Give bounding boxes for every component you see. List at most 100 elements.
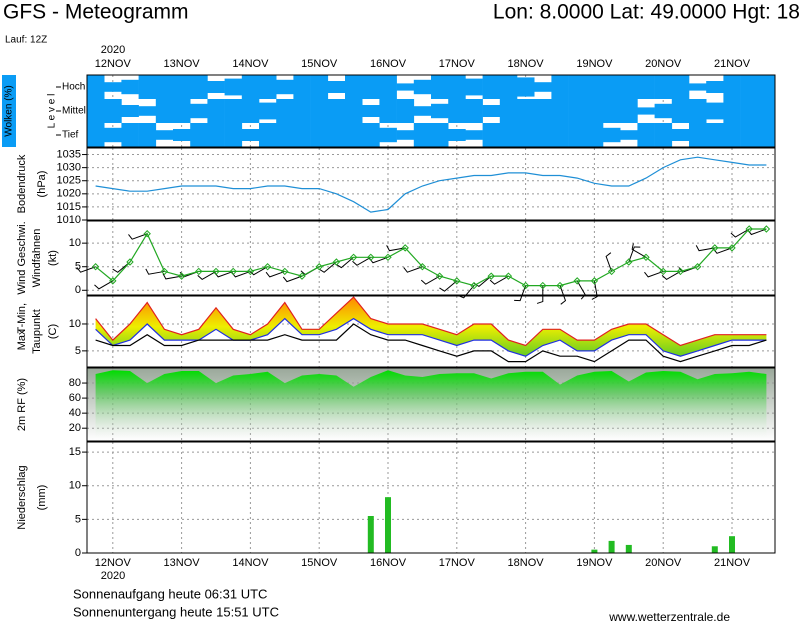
cloud-cell: [259, 75, 277, 99]
wind-barb: [489, 275, 509, 285]
cloud-cell: [207, 123, 225, 147]
cloud-cell: [155, 99, 174, 123]
wind-barb: [386, 245, 406, 252]
cloud-cell: [345, 75, 363, 99]
cloud-cell: [362, 123, 380, 147]
wind-marker: [177, 272, 186, 280]
cloud-cell: [327, 123, 346, 147]
cloud-cell: [190, 75, 208, 99]
x-tick-label: 16NOV: [370, 557, 407, 569]
wind-marker: [642, 253, 650, 262]
wind-barb: [439, 280, 458, 292]
wind-barb: [605, 252, 613, 272]
wind-barb: [145, 268, 165, 275]
cloud-cell: [671, 99, 690, 123]
y-tick-label: 1030: [57, 162, 81, 174]
x-tick-label: 13NOV: [164, 58, 201, 70]
humidity-area: [95, 370, 767, 441]
cloud-cell: [310, 123, 329, 147]
wind-barb: [695, 245, 715, 252]
cloud-cell: [689, 99, 707, 123]
x-tick-label: 19NOV: [576, 58, 613, 70]
cloud-cell: [104, 82, 122, 92]
wind-marker: [332, 258, 341, 266]
cloud-cell: [362, 75, 380, 99]
cloud-cell: [448, 75, 466, 99]
y-label: T-Min,: [16, 303, 28, 334]
panel-frame: [86, 220, 776, 296]
cloud-cell: [585, 99, 604, 123]
x-tick-label: 20NOV: [645, 58, 682, 70]
cloud-cell: [706, 123, 724, 147]
wind-marker: [573, 277, 581, 285]
precip-bar: [608, 540, 615, 553]
year-bottom: 2020: [101, 570, 125, 582]
cloud-cell: [293, 75, 311, 99]
wind-barb: [76, 266, 96, 273]
wind-barb: [282, 275, 303, 283]
y-tick-label: 40: [69, 407, 81, 419]
cloud-cell: [517, 77, 535, 97]
cloud-cell: [499, 99, 518, 123]
cloud-cell: [396, 130, 415, 140]
cloud-cell: [603, 75, 621, 99]
cloud-cell: [723, 123, 741, 147]
panel-frame: [86, 367, 776, 442]
cloud-cell: [413, 79, 432, 95]
cloud-cell: [499, 75, 518, 99]
cloud-cell: [121, 105, 139, 117]
x-tick-label: 15NOV: [301, 58, 338, 70]
cloud-cell: [87, 75, 105, 99]
wind-barb: [318, 261, 337, 273]
y-tick-label: 60: [69, 392, 81, 404]
cloud-level: Mittel: [62, 106, 86, 117]
y-tick-label: 10: [69, 237, 81, 249]
wind-barb: [536, 285, 544, 304]
precip-bar: [625, 544, 632, 553]
cloud-cell: [310, 75, 329, 99]
y-tick-label: 10: [69, 318, 81, 330]
cloud-cell: [482, 75, 501, 99]
cloud-cell: [276, 123, 294, 147]
y-tick-label: 1020: [57, 188, 81, 200]
y-tick-label: 10: [69, 480, 81, 492]
cloud-cell: [293, 123, 311, 147]
wind-marker: [109, 277, 117, 285]
cloud-cell: [654, 123, 673, 147]
cloud-cell: [87, 99, 105, 123]
wind-marker: [435, 272, 444, 280]
wind-marker: [281, 267, 289, 276]
wind-barb: [420, 275, 440, 285]
wind-barb: [644, 270, 664, 278]
y-label: Taupunkt: [31, 309, 43, 354]
wind-barb: [591, 280, 598, 300]
cloud-cell: [173, 99, 191, 123]
cloud-cell: [241, 99, 260, 123]
y-tick-label: 5: [75, 345, 81, 357]
x-tick-label: 12NOV: [95, 557, 132, 569]
cloud-cell: [224, 78, 243, 96]
cloud-cell: [345, 123, 363, 147]
y-tick-label: 1025: [57, 175, 81, 187]
x-tick-label: 21NOV: [714, 58, 751, 70]
cloud-cell: [448, 99, 466, 123]
panel-frame: [86, 441, 776, 554]
wind-marker: [384, 253, 392, 262]
cloud-cell: [671, 129, 690, 141]
wind-barb: [335, 256, 354, 269]
cloud-cell: [551, 99, 569, 123]
precip-bar: [729, 536, 735, 553]
y-unit: (C): [47, 324, 59, 339]
x-tick-label: 13NOV: [164, 557, 201, 569]
y-tick-label: 1010: [57, 214, 81, 226]
cloud-label-box: [2, 75, 16, 147]
panel-frame: [86, 147, 776, 221]
wind-barb: [112, 261, 131, 273]
cloud-cell: [568, 75, 587, 99]
cloud-cell: [568, 99, 587, 123]
cloud-cell: [173, 75, 191, 99]
wind-marker: [418, 263, 427, 271]
cloud-cell: [723, 75, 741, 99]
cloud-cell: [155, 130, 174, 140]
cloud-cell: [620, 75, 638, 99]
